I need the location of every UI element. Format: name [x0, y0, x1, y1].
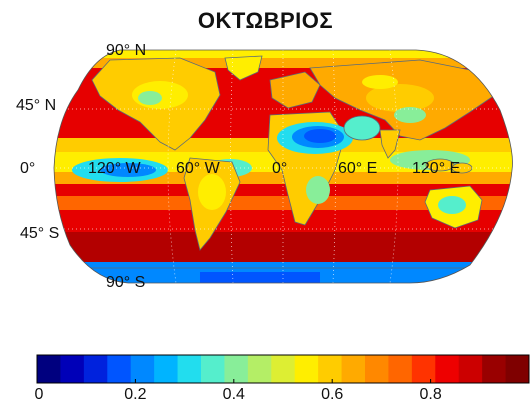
colorbar-swatch: [505, 355, 530, 383]
lat-label-90s: 90° S: [106, 274, 146, 291]
lat-label-0: 0°: [20, 160, 36, 177]
colorbar: [36, 354, 530, 384]
colorbar-swatch: [201, 355, 225, 383]
lat-label-90n: 90° N: [106, 42, 147, 59]
colorbar-swatch: [294, 355, 319, 383]
colorbar-swatch: [154, 355, 179, 383]
greenland: [224, 55, 263, 81]
europe: [269, 71, 321, 109]
colorbar-swatch: [177, 355, 202, 383]
map-body: [54, 50, 513, 283]
colorbar-swatch: [37, 355, 61, 383]
colorbar-tick-label: 0.2: [124, 386, 147, 403]
colorbar-tick-label: 0.6: [321, 386, 344, 403]
lat-label-45s: 45° S: [20, 225, 60, 242]
colorbar-frame: [36, 354, 530, 384]
southern-ocean-band: [54, 232, 513, 264]
map-title: ΟΚΤΩΒΡΙΟΣ: [197, 8, 334, 33]
colorbar-swatch: [247, 355, 272, 383]
lat-label-45n: 45° N: [16, 97, 57, 114]
colorbar-swatch: [482, 355, 507, 383]
lon-label-120w: 120° W: [88, 160, 141, 177]
lon-label-0: 0°: [272, 160, 288, 177]
colorbar-swatch: [130, 355, 155, 383]
colorbar-swatch: [318, 355, 343, 383]
colorbar-tick-label: 0.4: [222, 386, 245, 403]
colorbar-swatch: [271, 355, 296, 383]
colorbar-swatch: [224, 355, 249, 383]
lon-label-60e: 60° E: [338, 160, 378, 177]
lon-label-120e: 120° E: [412, 160, 461, 177]
colorbar-swatch: [341, 355, 366, 383]
colorbar-tick-label: 0: [34, 386, 44, 403]
colorbar-swatch: [365, 355, 389, 383]
colorbar-tick-label: 0.8: [419, 386, 442, 403]
colorbar-swatch: [411, 355, 436, 383]
colorbar-swatch: [107, 355, 132, 383]
colorbar-swatch: [60, 355, 85, 383]
graticule: [54, 50, 513, 283]
lon-label-60w: 60° W: [176, 160, 220, 177]
colorbar-swatch: [435, 355, 460, 383]
colorbar-swatch: [458, 355, 483, 383]
colorbar-swatch: [388, 355, 413, 383]
colorbar-swatch: [83, 355, 108, 383]
